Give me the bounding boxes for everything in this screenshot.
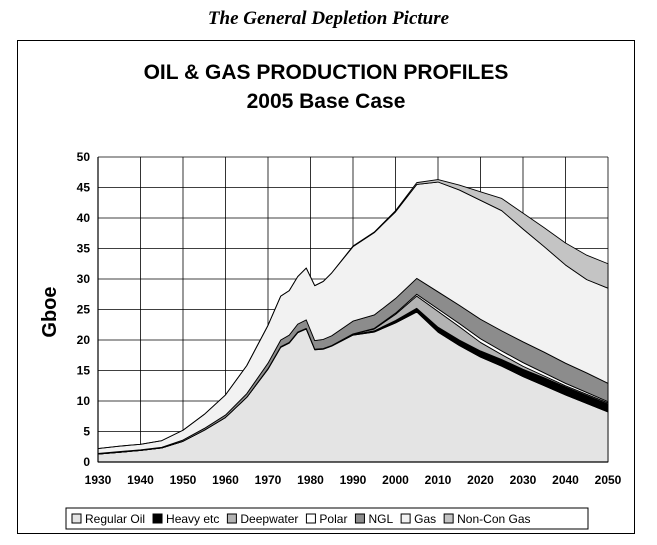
legend-label-regular-oil: Regular Oil — [85, 512, 145, 526]
chart-subtitle: 2005 Base Case — [247, 90, 406, 113]
x-tick-label: 1940 — [127, 473, 154, 487]
legend-label-non-con-gas: Non-Con Gas — [457, 512, 530, 526]
y-tick-label: 15 — [77, 364, 91, 378]
y-tick-label: 20 — [77, 333, 91, 347]
y-tick-label: 45 — [77, 181, 91, 195]
x-tick-label: 2010 — [425, 473, 452, 487]
legend-swatch-non-con-gas — [443, 513, 454, 524]
legend-swatch-polar — [305, 513, 316, 524]
legend-box — [65, 507, 589, 530]
y-tick-label: 0 — [83, 455, 90, 469]
legend-swatch-gas — [400, 513, 411, 524]
y-tick-label: 10 — [77, 394, 91, 408]
x-tick-label: 2040 — [552, 473, 579, 487]
x-tick-label: 2000 — [382, 473, 409, 487]
legend: Regular Oil Heavy etc Deepwater Polar NGL Gas… — [65, 507, 589, 530]
y-tick-label: 40 — [77, 211, 91, 225]
x-tick-label: 2050 — [595, 473, 622, 487]
y-tick-label: 25 — [77, 303, 91, 317]
legend-label-deepwater: Deepwater — [240, 512, 298, 526]
y-tick-label: 5 — [83, 425, 90, 439]
x-tick-label: 1990 — [340, 473, 367, 487]
legend-swatch-heavy-etc — [152, 513, 163, 524]
legend-label-polar: Polar — [319, 512, 347, 526]
y-tick-label: 35 — [77, 242, 91, 256]
y-tick-label: 30 — [77, 272, 91, 286]
legend-swatch-deepwater — [226, 513, 237, 524]
page-title: The General Depletion Picture — [207, 8, 450, 29]
legend-label-heavy-etc: Heavy etc — [166, 512, 219, 526]
x-tick-label: 1980 — [297, 473, 324, 487]
x-tick-label: 2030 — [510, 473, 537, 487]
area-non-con-gas — [97, 179, 609, 450]
x-tick-label: 2020 — [467, 473, 494, 487]
x-tick-label: 1970 — [255, 473, 282, 487]
y-tick-label: 50 — [77, 150, 91, 164]
x-tick-label: 1960 — [212, 473, 239, 487]
axes: 1930 1940 1950 1960 1970 1980 1990 2000 2010 2020… — [77, 150, 622, 487]
y-axis-label: Gboe — [39, 286, 61, 337]
x-tick-label: 1950 — [170, 473, 197, 487]
legend-swatch-regular-oil — [71, 513, 82, 524]
legend-label-ngl: NGL — [368, 512, 393, 526]
stacked-areas — [97, 179, 609, 463]
chart-title: OIL & GAS PRODUCTION PROFILES — [144, 61, 509, 84]
x-tick-label: 1930 — [85, 473, 112, 487]
legend-label-gas: Gas — [414, 512, 436, 526]
legend-swatch-ngl — [354, 513, 365, 524]
